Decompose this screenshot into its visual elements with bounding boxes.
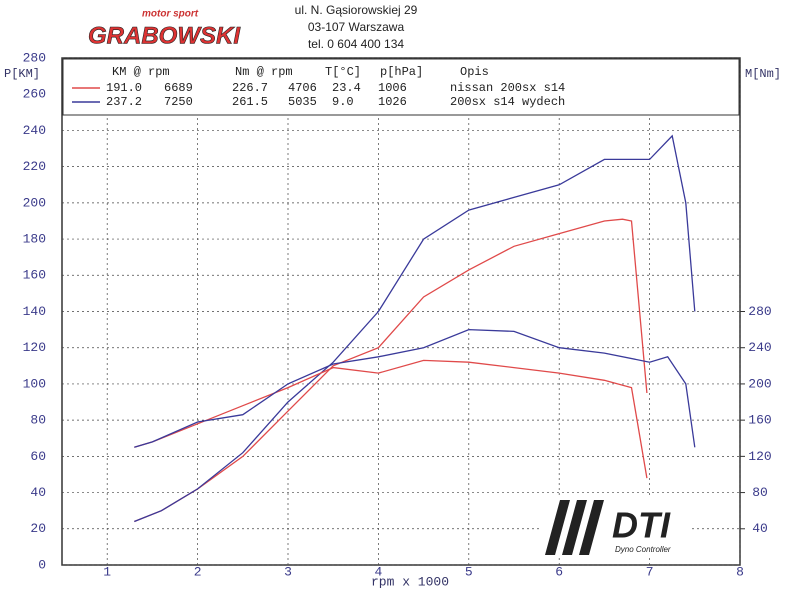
y-tick-label: 40: [30, 485, 46, 500]
legend-cell: 226.7: [232, 81, 268, 95]
y2-tick-label: 160: [748, 413, 771, 428]
y2-axis-label: M[Nm]: [745, 67, 781, 81]
legend-box: [62, 58, 740, 116]
y-tick-label: 140: [23, 304, 46, 319]
y-tick-label: 200: [23, 195, 46, 210]
address-line: 03-107 Warszawa: [308, 20, 405, 34]
y2-tick-label: 280: [748, 304, 771, 319]
legend-cell: 4706: [288, 81, 317, 95]
series-line: [134, 218, 648, 523]
y2-tick-label: 80: [752, 485, 768, 500]
legend-header: T[°C]: [325, 65, 361, 79]
logo-name: DTI: [612, 505, 671, 546]
legend-cell: 1006: [378, 81, 407, 95]
legend-cell: 7250: [164, 95, 193, 109]
address-line: ul. N. Gąsiorowskiej 29: [295, 3, 418, 17]
y-tick-label: 20: [30, 521, 46, 536]
tagline: motor sport: [142, 9, 199, 20]
legend-header: KM @ rpm: [112, 65, 170, 79]
y-tick-label: 220: [23, 159, 46, 174]
dti-logo: DTI Dyno Controller: [540, 497, 690, 557]
legend-cell: 1026: [378, 95, 407, 109]
x-tick-label: 6: [555, 564, 563, 579]
y2-tick-label: 240: [748, 340, 771, 355]
x-tick-label: 8: [736, 564, 744, 579]
series-line: [134, 328, 696, 448]
y-tick-label: 180: [23, 232, 46, 247]
x-tick-label: 1: [103, 564, 111, 579]
legend-cell: nissan 200sx s14: [450, 81, 565, 95]
legend-cell: 261.5: [232, 95, 268, 109]
y-tick-label: 240: [23, 123, 46, 138]
y-axis-label: P[KM]: [4, 67, 40, 81]
x-tick-label: 3: [284, 564, 292, 579]
grid: [62, 57, 741, 566]
x-tick-label: 4: [374, 564, 382, 579]
legend-header: Opis: [460, 65, 489, 79]
legend-cell: 237.2: [106, 95, 142, 109]
legend-cell: 5035: [288, 95, 317, 109]
lines: [134, 134, 696, 523]
y-tick-label: 80: [30, 413, 46, 428]
y2-tick-label: 200: [748, 376, 771, 391]
x-tick-label: 5: [465, 564, 473, 579]
logo-subtitle: Dyno Controller: [615, 545, 671, 554]
y2-tick-label: 40: [752, 521, 768, 536]
legend-cell: 200sx s14 wydech: [450, 95, 565, 109]
x-tick-label: 7: [646, 564, 654, 579]
legend-cell: 9.0: [332, 95, 354, 109]
legend-cell: 191.0: [106, 81, 142, 95]
y-tick-label: 0: [38, 557, 46, 572]
legend-header: p[hPa]: [380, 65, 423, 79]
y-tick-label: 280: [23, 50, 46, 65]
y-tick-label: 160: [23, 268, 46, 283]
x-tick-label: 2: [194, 564, 202, 579]
y-tick-label: 100: [23, 376, 46, 391]
logo-stripes: [545, 500, 604, 555]
y-tick-label: 60: [30, 449, 46, 464]
legend-cell: 23.4: [332, 81, 361, 95]
series-line: [134, 134, 696, 523]
x-axis-label: rpm x 1000: [371, 574, 449, 589]
legend-cell: 6689: [164, 81, 193, 95]
legend-header: Nm @ rpm: [235, 65, 293, 79]
address-line: tel. 0 604 400 134: [308, 37, 404, 51]
brand: GRABOWSKI: [88, 22, 241, 49]
y-tick-label: 120: [23, 340, 46, 355]
y-tick-label: 260: [23, 87, 46, 102]
y2-tick-label: 120: [748, 449, 771, 464]
